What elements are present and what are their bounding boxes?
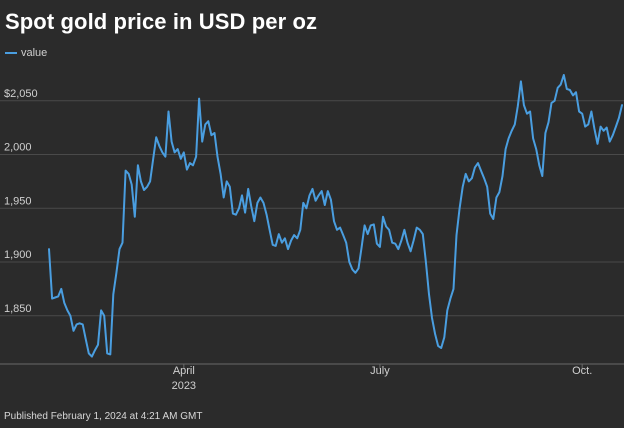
y-tick-label: 2,000 — [4, 142, 32, 154]
x-tick-label: April — [173, 365, 195, 377]
y-axis: 1,850 1,900 1,950 2,000 $2,050 — [4, 88, 38, 315]
chart-title: Spot gold price in USD per oz — [5, 9, 318, 34]
y-tick-label: $2,050 — [4, 88, 38, 100]
x-tick-label: July — [370, 365, 390, 377]
y-tick-label: 1,850 — [4, 303, 32, 315]
x-tick-sublabel: 2023 — [172, 380, 196, 392]
y-tick-label: 1,950 — [4, 195, 32, 207]
legend-swatch — [5, 52, 17, 54]
x-tick-label: Oct. — [572, 365, 592, 377]
series-line-value — [48, 74, 623, 358]
published-timestamp: Published February 1, 2024 at 4:21 AM GM… — [4, 411, 203, 422]
legend-label: value — [21, 47, 48, 59]
legend: value — [5, 47, 47, 59]
y-tick-label: 1,900 — [4, 249, 32, 261]
series-area — [48, 74, 623, 358]
gridlines — [0, 100, 624, 317]
